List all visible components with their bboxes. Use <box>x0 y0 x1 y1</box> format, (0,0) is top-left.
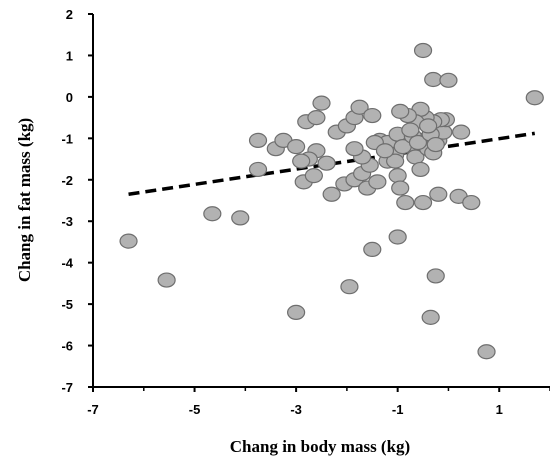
data-point <box>119 233 138 249</box>
data-point <box>386 153 405 169</box>
y-tick-label: -7 <box>61 380 73 395</box>
data-point <box>388 168 407 184</box>
y-tick-label: 0 <box>66 90 73 105</box>
data-point <box>401 122 420 138</box>
y-ticks: 2 1 0 -1 -2 -3 -4 -5 -6 -7 <box>61 7 93 395</box>
data-point <box>396 194 415 211</box>
data-point <box>477 344 496 360</box>
x-tick-label: -3 <box>290 402 302 417</box>
data-points <box>119 42 544 360</box>
data-point <box>391 103 410 119</box>
data-point <box>307 110 326 126</box>
data-point <box>317 155 336 171</box>
data-point <box>340 279 359 295</box>
data-point <box>248 132 268 149</box>
data-point <box>419 118 438 134</box>
data-point <box>388 229 407 245</box>
data-point <box>287 304 306 320</box>
data-point <box>157 272 176 288</box>
data-point <box>292 153 311 169</box>
data-point <box>439 72 458 88</box>
data-point <box>304 168 323 184</box>
y-tick-label: 1 <box>66 48 73 63</box>
data-point <box>322 186 341 202</box>
data-point <box>363 107 382 124</box>
axes <box>92 14 550 388</box>
x-tick-label: -1 <box>392 402 404 417</box>
y-tick-label: -5 <box>61 297 73 312</box>
data-point <box>413 194 433 211</box>
y-tick-label: 2 <box>66 7 73 22</box>
data-point <box>287 139 306 155</box>
data-point <box>429 186 448 202</box>
data-point <box>452 124 471 140</box>
x-ticks: -7 -5 -3 -1 1 <box>87 387 550 417</box>
data-point <box>368 174 387 190</box>
y-tick-label: -4 <box>61 256 73 271</box>
data-point <box>231 210 250 226</box>
y-tick-label: -3 <box>61 214 73 229</box>
data-point <box>424 71 443 88</box>
data-point <box>363 241 382 258</box>
y-tick-label: -6 <box>61 339 73 354</box>
data-point <box>203 206 222 222</box>
data-point <box>411 161 430 178</box>
data-point <box>426 136 445 153</box>
data-point <box>345 141 364 157</box>
data-point <box>375 143 395 159</box>
data-point <box>312 95 331 111</box>
y-tick-label: -2 <box>61 173 73 188</box>
data-point <box>426 268 445 284</box>
y-axis-title: Chang in fat mass (kg) <box>15 118 34 282</box>
data-point <box>421 309 440 325</box>
data-point <box>413 42 433 59</box>
data-point <box>248 161 268 178</box>
data-point <box>525 90 544 106</box>
x-tick-label: 1 <box>496 402 503 417</box>
data-point <box>350 99 369 115</box>
x-tick-label: -7 <box>87 402 99 417</box>
data-point <box>462 194 481 211</box>
data-point <box>391 180 410 196</box>
x-tick-label: -5 <box>189 402 201 417</box>
y-tick-label: -1 <box>61 131 73 146</box>
data-point <box>408 134 428 151</box>
x-axis-title: Chang in body mass (kg) <box>230 437 410 456</box>
